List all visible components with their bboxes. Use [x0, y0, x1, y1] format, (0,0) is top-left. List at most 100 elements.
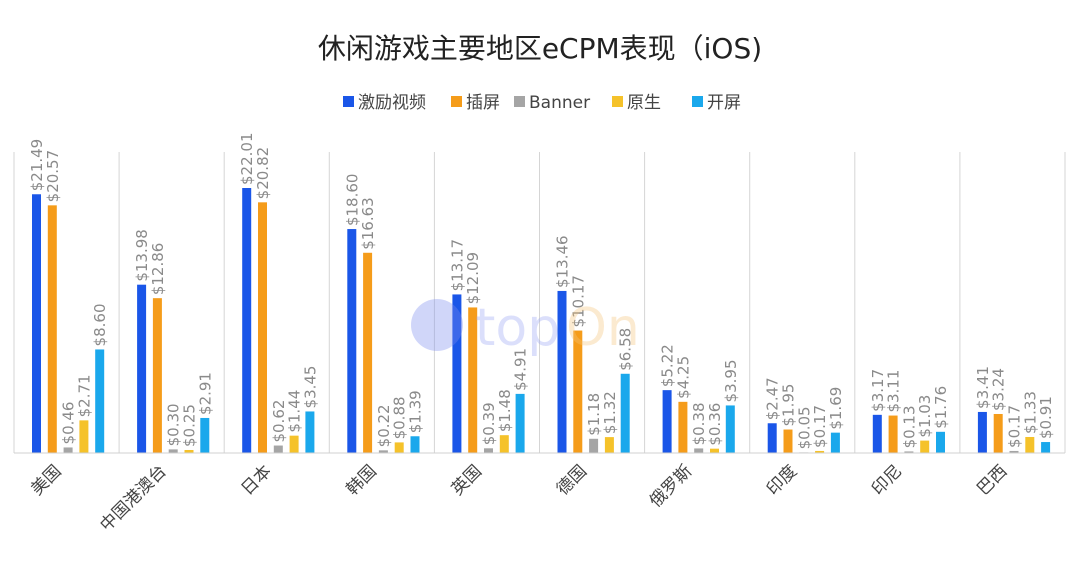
bar	[184, 449, 194, 453]
legend-swatch	[612, 96, 623, 107]
bar	[363, 252, 373, 453]
watermark-text: top	[475, 298, 560, 358]
bar	[242, 188, 252, 453]
bar	[63, 447, 73, 453]
bar	[47, 205, 57, 453]
data-label: $2.71	[75, 374, 93, 417]
legend: 激励视频 插屏 Banner 原生 开屏	[343, 93, 741, 113]
bar	[273, 445, 283, 453]
category-separators	[13, 152, 1066, 453]
data-label: $0.25	[181, 404, 199, 447]
legend-swatch	[451, 96, 462, 107]
bar	[347, 229, 357, 453]
bar	[662, 390, 672, 453]
legend-label: 原生	[627, 93, 661, 113]
data-label: $1.18	[585, 393, 603, 436]
x-tick-label: 美国	[27, 461, 65, 499]
bar	[710, 448, 719, 453]
data-label: $4.91	[512, 348, 530, 391]
bar	[32, 194, 41, 453]
svg-text:On: On	[566, 298, 640, 358]
x-tick-label: 印度	[763, 461, 801, 499]
bar	[767, 423, 777, 453]
data-label: $22.01	[238, 133, 256, 186]
data-label: $0.05	[795, 406, 813, 449]
watermark-logo: top On	[411, 298, 640, 358]
data-label: $13.46	[554, 235, 572, 288]
bar	[920, 440, 930, 453]
bar	[993, 413, 1003, 453]
x-tick-label: 韩国	[343, 461, 381, 499]
data-label: $1.44	[286, 390, 304, 433]
data-label: $13.17	[448, 239, 466, 292]
data-label: $1.48	[496, 389, 514, 432]
data-label: $6.58	[617, 328, 635, 371]
data-label: $0.17	[811, 405, 829, 448]
bar	[725, 405, 735, 453]
data-label: $3.24	[990, 368, 1008, 411]
bar	[1025, 436, 1035, 453]
bar	[394, 442, 404, 453]
data-label: $0.30	[165, 403, 183, 446]
bar	[200, 417, 210, 453]
data-label: $0.62	[270, 400, 288, 443]
data-label: $0.39	[480, 402, 498, 445]
bar	[815, 450, 825, 453]
bar	[573, 330, 583, 453]
data-label: $1.76	[932, 386, 950, 429]
x-tick-label: 巴西	[973, 461, 1011, 499]
data-label: $4.25	[674, 356, 692, 399]
bar	[258, 202, 267, 453]
bar	[515, 393, 525, 453]
data-label: $12.09	[464, 252, 482, 305]
data-label: $1.39	[407, 390, 425, 433]
legend-label: 开屏	[707, 93, 741, 113]
bar	[95, 349, 105, 453]
legend-label: 激励视频	[358, 93, 426, 113]
data-label: $3.11	[885, 370, 903, 413]
bar	[557, 290, 567, 453]
bar	[888, 415, 898, 453]
bar	[620, 373, 630, 453]
data-label: $1.32	[601, 391, 619, 434]
data-label: $0.46	[60, 402, 78, 445]
bar	[604, 437, 614, 453]
data-label: $0.36	[706, 403, 724, 446]
legend-label: Banner	[529, 93, 590, 113]
data-label: $10.17	[569, 275, 587, 328]
data-label: $0.13	[900, 405, 918, 448]
x-tick-label: 中国港澳台	[96, 461, 170, 535]
bar	[678, 401, 688, 453]
bar	[1041, 442, 1051, 453]
legend-swatch	[343, 96, 354, 107]
bar	[783, 429, 793, 453]
chart-title: 休闲游戏主要地区eCPM表现（iOS)	[318, 32, 762, 65]
data-label: $20.82	[254, 147, 272, 200]
data-label: $3.41	[974, 366, 992, 409]
data-label: $0.91	[1037, 396, 1055, 439]
data-label: $0.38	[690, 402, 708, 445]
data-label: $8.60	[91, 304, 109, 347]
bar	[1009, 450, 1019, 453]
bar	[589, 438, 599, 453]
data-label: $1.03	[916, 395, 934, 438]
data-label: $3.45	[301, 366, 319, 409]
bar	[168, 449, 178, 453]
x-tick-label: 日本	[238, 461, 276, 499]
data-label: $18.60	[343, 174, 361, 227]
bar	[452, 294, 462, 453]
x-tick-labels: 美国 中国港澳台 日本 韩国 英国 德国 俄罗斯 印度 印尼 巴西	[27, 461, 1011, 535]
bar	[694, 448, 704, 453]
data-label: $3.95	[722, 359, 740, 402]
bar	[305, 411, 315, 453]
data-label: $0.88	[391, 396, 409, 439]
bar	[137, 284, 147, 453]
bar	[484, 448, 493, 453]
data-label: $21.49	[28, 139, 46, 192]
data-label: $1.69	[827, 387, 845, 430]
data-label: $20.57	[44, 150, 62, 203]
bar	[152, 298, 162, 453]
bar	[904, 451, 914, 453]
